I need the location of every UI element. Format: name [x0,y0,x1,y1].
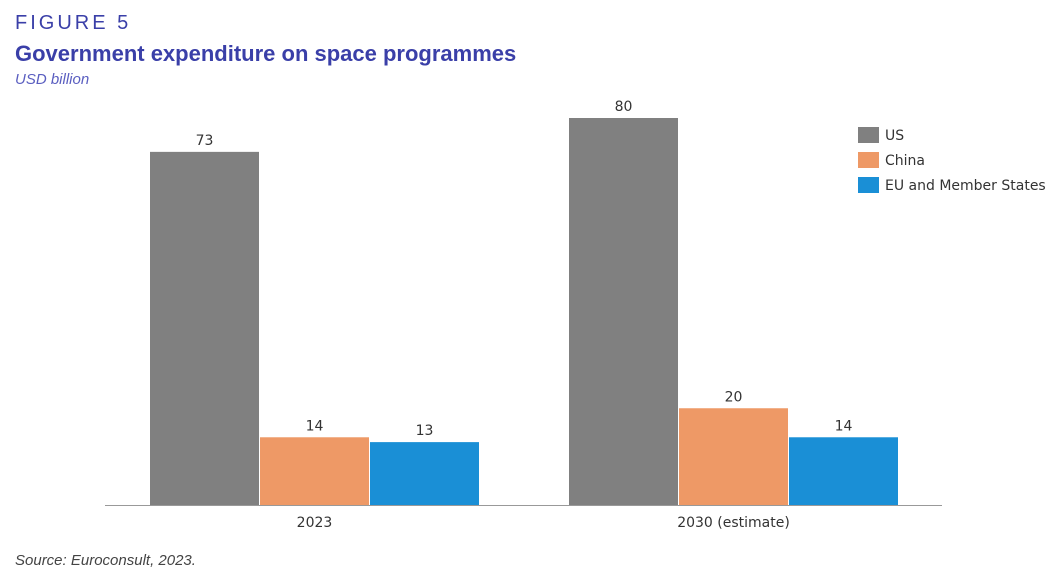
data-label-us-2030-estimate: 80 [615,99,633,115]
x-tick-labels-group: 2023 2030 (estimate) [297,515,790,531]
legend-label-china: China [885,153,925,169]
source-note: Source: Euroconsult, 2023. [15,552,196,569]
bar-us-2030-estimate [569,118,678,505]
bar-us-2023 [150,151,259,506]
bar-china-2023 [260,437,369,505]
legend-swatch-china [858,152,879,168]
figure-label: FIGURE 5 [15,12,132,34]
legend-swatch-eu-and-member-states [858,177,879,193]
x-tick-label-2030-estimate: 2030 (estimate) [677,515,790,531]
bar-eu-and-member-states-2030-estimate [789,437,898,505]
chart-subtitle: USD billion [15,71,90,88]
data-label-eu-and-member-states-2030-estimate: 14 [835,418,853,434]
chart-title: Government expenditure on space programm… [15,41,517,66]
data-label-china-2023: 14 [306,418,324,434]
legend-swatch-us [858,127,879,143]
data-labels-group: 73 14 13 80 20 14 [196,99,853,439]
bar-eu-and-member-states-2023 [370,442,479,505]
legend-label-eu-and-member-states: EU and Member States [885,178,1046,194]
data-label-eu-and-member-states-2023: 13 [416,423,434,439]
legend-label-us: US [885,128,904,144]
data-label-china-2030-estimate: 20 [725,389,743,405]
data-label-us-2023: 73 [196,133,214,149]
x-tick-label-2023: 2023 [297,515,333,531]
bar-china-2030-estimate [679,408,788,505]
bars-group [150,118,898,506]
legend: US China EU and Member States [858,127,1046,194]
